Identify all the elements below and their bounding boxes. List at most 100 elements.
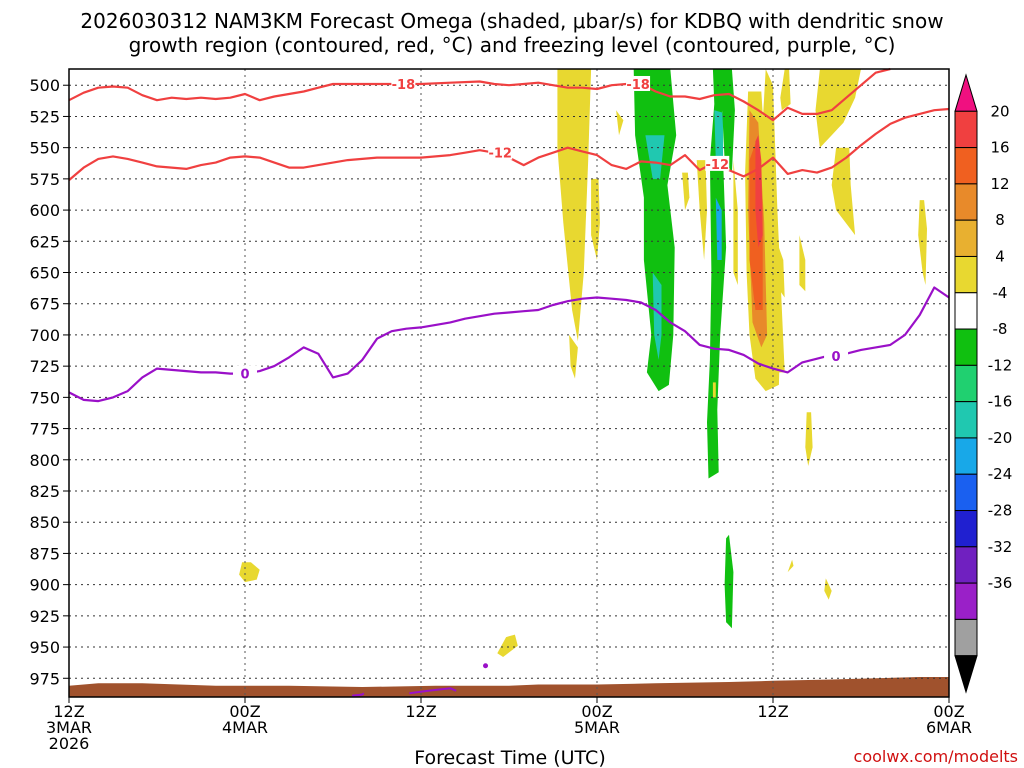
omega-shading: [239, 69, 927, 657]
omega-area-yellow: [616, 110, 624, 136]
omega-area-yellow: [497, 634, 518, 657]
pressure-axis: 500 525 550 575 600 625 650 675 700 725 750 775 800 8…: [29, 76, 69, 688]
chart-title-line-1: 2026030312 NAM3KM Forecast Omega (shaded…: [80, 9, 943, 33]
terrain-fill: [69, 677, 949, 697]
x-tick-label: 4MAR: [222, 718, 268, 737]
y-tick-label: 900: [29, 576, 60, 595]
colorbar-label: -32: [988, 538, 1013, 556]
colorbar-swatch: [954, 292, 978, 330]
contour-label-bg: [705, 155, 730, 171]
x-tick-label: 00Z: [581, 702, 612, 721]
colorbar-label: 4: [995, 247, 1005, 265]
y-tick-label: 700: [29, 326, 60, 345]
colorbar-label: -8: [993, 320, 1008, 338]
omega-area-blue: [715, 197, 722, 260]
y-tick-label: 950: [29, 638, 60, 657]
omega-area-yellow: [239, 562, 260, 583]
omega-area-yellow: [799, 235, 806, 292]
y-tick-label: 550: [29, 139, 60, 158]
colorbar-top-arrow: [954, 73, 978, 112]
colorbar-label: -36: [988, 574, 1013, 592]
y-tick-label: 825: [29, 482, 60, 501]
y-tick-label: 925: [29, 607, 60, 626]
colorbar-label: -20: [988, 429, 1013, 447]
omega-area-teal: [714, 110, 724, 161]
colorbar-label: -16: [988, 393, 1013, 411]
colorbar-label: -28: [988, 502, 1013, 520]
contour-label-dgz_lower: -12: [488, 147, 512, 162]
omega-area-teal: [645, 135, 665, 179]
omega-area-yellow: [831, 147, 856, 236]
contour-label-dgz_lower: -12: [706, 158, 730, 173]
x-tick-label: 12Z: [53, 702, 84, 721]
y-tick-label: 750: [29, 388, 60, 407]
colorbar-bottom-arrow: [954, 655, 978, 694]
omega-area-yellow: [712, 382, 716, 398]
colorbar-swatch: [954, 437, 978, 475]
y-tick-label: 775: [29, 420, 60, 439]
colorbar-label: -24: [988, 465, 1013, 483]
omega-area-yellow: [824, 578, 832, 600]
y-tick-label: 650: [29, 264, 60, 283]
colorbar-swatch: [954, 328, 978, 366]
credit-text: coolwx.com/modelts: [854, 747, 1018, 766]
purple-blob: [351, 692, 365, 697]
omega-area-yellow: [682, 172, 690, 211]
omega-area-yellow: [696, 160, 707, 260]
omega-area-green: [633, 69, 677, 392]
contour-label-bg: [626, 75, 651, 91]
chart-title-line-2: growth region (contoured, red, °C) and f…: [129, 33, 896, 57]
omega-area-red: [755, 135, 763, 248]
colorbar-label: 12: [990, 175, 1009, 193]
colorbar-label: 8: [995, 211, 1005, 229]
colorbar-swatch: [954, 110, 978, 149]
x-tick-label: 12Z: [405, 702, 436, 721]
colorbar-label: -4: [993, 284, 1008, 302]
omega-area-yellow: [569, 334, 578, 379]
colorbar-swatch: [954, 582, 978, 620]
x-tick-label: 2026: [49, 734, 90, 753]
contour-label-dgz_upper: -18: [392, 78, 416, 93]
omega-area-yellow: [774, 235, 785, 298]
colorbar-swatch: [954, 255, 978, 294]
colorbar-swatch: [954, 183, 978, 221]
omega-area-yellow: [918, 200, 927, 285]
omega-area-yellow: [591, 178, 600, 260]
colorbar-swatch: [954, 510, 978, 548]
plot-frame: [68, 68, 950, 698]
y-tick-label: 600: [29, 201, 60, 220]
x-tick-label: 00Z: [229, 702, 260, 721]
x-axis-title: Forecast Time (UTC): [414, 747, 605, 768]
colorbar-label: 20: [990, 102, 1009, 120]
omega-area-yellow: [557, 69, 592, 342]
omega-area-teal: [652, 272, 662, 360]
colorbar-swatch: [954, 401, 978, 439]
omega-area-green: [724, 534, 734, 629]
omega-area-yellow: [733, 160, 738, 285]
y-tick-label: 850: [29, 513, 60, 532]
colorbar: 20 16 12 8 4 -4 -8 -12 -16 -20 -24 -28 -32 -36: [954, 73, 1013, 694]
colorbar-swatch: [954, 219, 978, 257]
y-tick-label: 625: [29, 232, 60, 251]
y-tick-label: 875: [29, 544, 60, 563]
colorbar-swatch: [954, 147, 978, 185]
x-tick-label: 00Z: [933, 702, 964, 721]
grid-lines: [69, 69, 949, 697]
omega-area-yellow: [805, 412, 813, 466]
x-tick-label: 12Z: [757, 702, 788, 721]
omega-area-green: [707, 69, 727, 479]
omega-area-yellow: [815, 69, 861, 148]
omega-area-yellow: [780, 69, 791, 111]
colorbar-swatch: [954, 618, 978, 657]
colorbar-swatch: [954, 473, 978, 512]
purple-dot: [483, 663, 489, 669]
colorbar-swatch: [954, 364, 978, 403]
x-tick-label: 5MAR: [574, 718, 620, 737]
contour-label-freezing: 0: [832, 350, 841, 365]
contour-label-bg: [391, 75, 416, 91]
contour-dgz_upper: [68, 67, 891, 122]
y-tick-label: 500: [29, 76, 60, 95]
y-tick-label: 525: [29, 107, 60, 126]
